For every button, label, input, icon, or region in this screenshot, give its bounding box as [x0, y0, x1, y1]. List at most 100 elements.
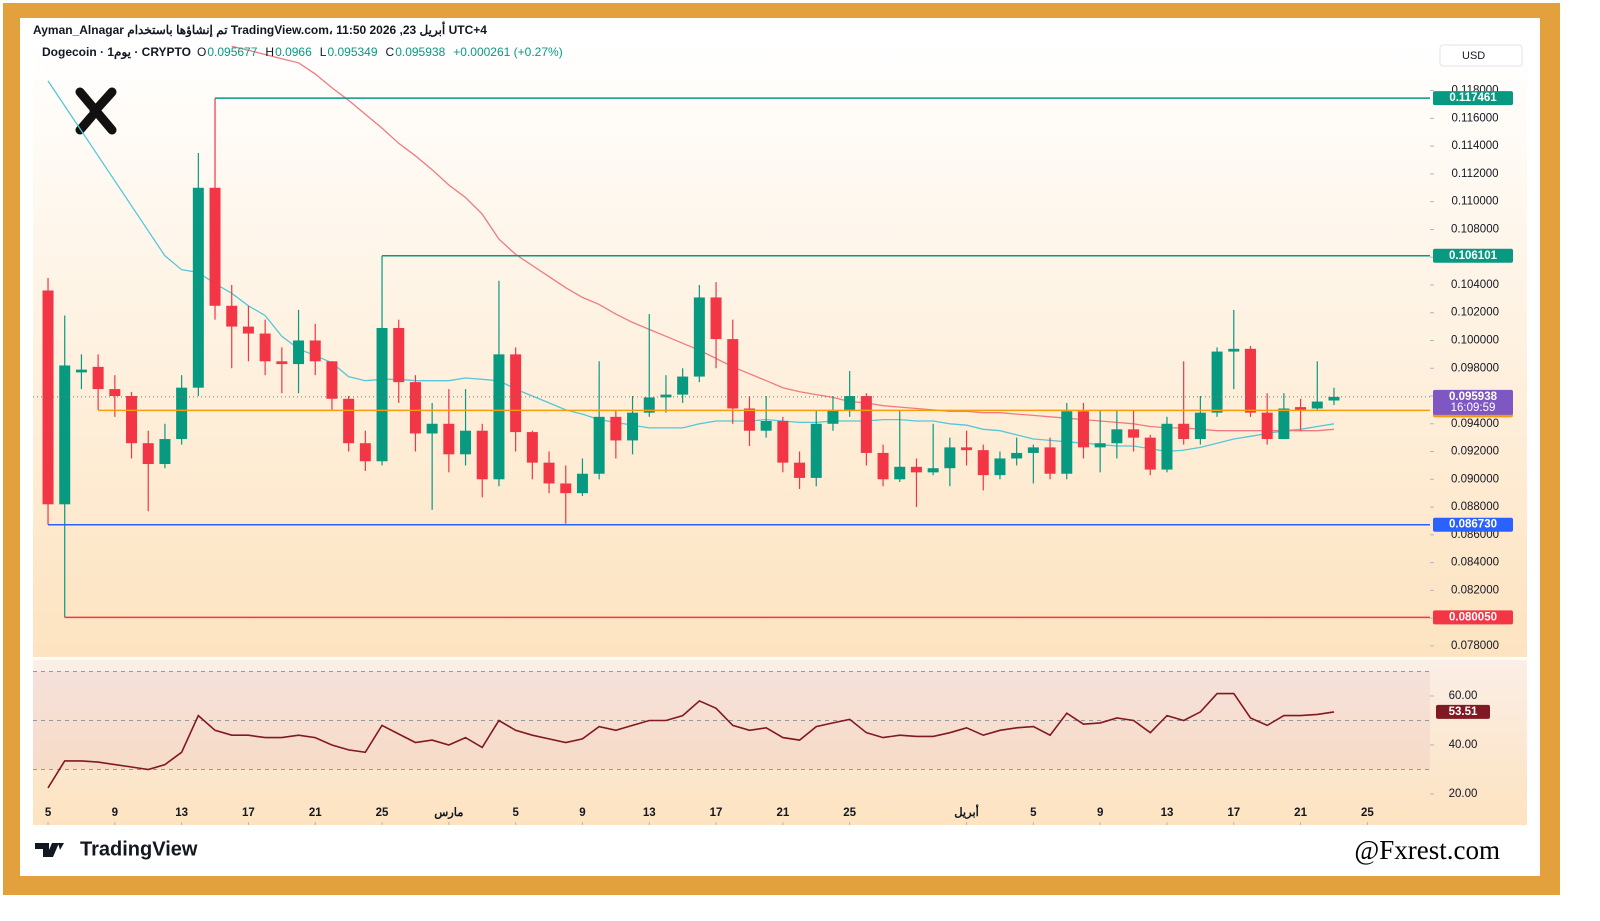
y-tick-label: 0.094000 — [1451, 418, 1499, 430]
candle-body — [409, 382, 421, 434]
candle-body — [1144, 437, 1156, 470]
candle-body — [526, 432, 538, 463]
candle-body — [42, 290, 54, 505]
level-tag-label: 0.117461 — [1449, 92, 1497, 104]
x-tick-label: 5 — [512, 807, 519, 819]
x-tick-label: 25 — [843, 807, 856, 819]
y-tick-label: 0.086000 — [1451, 529, 1499, 541]
candle-body — [126, 396, 138, 444]
candle-body — [860, 396, 872, 453]
moving-average — [231, 45, 1335, 432]
candle-body — [627, 412, 639, 441]
x-tick-label: 5 — [1030, 807, 1037, 819]
candle-body — [693, 297, 705, 377]
candle-body — [727, 339, 739, 409]
x-tick-label: 13 — [643, 807, 656, 819]
x-logo — [75, 87, 117, 135]
candle-body — [343, 398, 355, 444]
candle-body — [426, 423, 438, 434]
ohlc-label: C — [386, 45, 395, 59]
candle-body — [1295, 407, 1307, 410]
candle-body — [393, 327, 405, 383]
candle-body — [560, 483, 572, 494]
candle-body — [1328, 396, 1340, 401]
tv-logo — [35, 843, 64, 857]
ohlc-value: 0.095938 — [395, 45, 445, 59]
level-tag — [1433, 517, 1513, 532]
candle-body — [460, 430, 472, 455]
candle-body — [877, 452, 889, 480]
candle-body — [944, 447, 956, 469]
candle-body — [994, 458, 1006, 476]
countdown: 16:09:59 — [1451, 402, 1496, 414]
candle-body — [894, 466, 906, 480]
level-tag-label: 0.106101 — [1449, 250, 1498, 262]
level-tag-label: 0.080050 — [1449, 611, 1497, 623]
x-tick-label: 21 — [776, 807, 789, 819]
last-tag — [1433, 389, 1513, 415]
candle-body — [309, 340, 321, 362]
ohlc-value: 0.095677 — [207, 45, 257, 59]
candle-body — [376, 327, 388, 462]
x-tick-label: 13 — [1161, 807, 1174, 819]
y-tick-label: 0.104000 — [1451, 279, 1499, 291]
candle-body — [810, 423, 822, 478]
main-pane — [33, 42, 1527, 657]
x-tick-label: أبريل — [954, 804, 979, 820]
candle-body — [977, 450, 989, 476]
watermark: @Fxrest.com — [1354, 835, 1500, 865]
y-tick-label: 40.00 — [1449, 739, 1478, 751]
y-tick-label: 0.084000 — [1451, 557, 1499, 569]
rsi-tag-label: 53.51 — [1449, 706, 1478, 718]
x-tick-label: 17 — [242, 807, 255, 819]
x-tick-label: 9 — [579, 807, 585, 819]
candle-body — [1211, 351, 1223, 413]
currency: USD — [1462, 50, 1485, 62]
candle-body — [961, 447, 973, 451]
candle-body — [643, 397, 655, 413]
candle-body — [192, 187, 204, 388]
ohlc-label: O — [197, 45, 206, 59]
candle-body — [844, 396, 856, 410]
candle-body — [293, 340, 305, 365]
candle-body — [493, 354, 505, 480]
brand: TradingView — [80, 838, 198, 860]
candle-body — [710, 297, 722, 340]
x-tick-label: 21 — [1294, 807, 1307, 819]
candle-body — [743, 408, 755, 431]
candle-body — [1111, 429, 1123, 444]
level-tag — [1433, 91, 1513, 106]
candle-body — [777, 420, 789, 463]
candle-body — [660, 394, 672, 398]
candle-body — [1077, 411, 1089, 448]
x-tick-label: 25 — [1361, 807, 1374, 819]
candle-body — [226, 305, 238, 327]
y-tick-label: 0.100000 — [1451, 335, 1499, 347]
y-tick-label: 0.112000 — [1451, 168, 1498, 180]
level-tag — [1433, 248, 1513, 263]
candle-body — [1027, 447, 1039, 453]
y-tick-label: 20.00 — [1449, 788, 1478, 800]
y-tick-label: 0.108000 — [1451, 223, 1499, 235]
candle-body — [593, 416, 605, 474]
candle-body — [92, 366, 104, 390]
y-tick-label: 0.114000 — [1451, 140, 1498, 152]
candle-body — [927, 468, 939, 473]
y-tick-label: 0.110000 — [1451, 196, 1498, 208]
candle-body — [576, 473, 588, 494]
y-tick-label: 0.098000 — [1451, 362, 1499, 374]
candle-body — [109, 389, 121, 397]
level-tag — [1433, 610, 1513, 625]
x-tick-label: 21 — [309, 807, 322, 819]
y-tick-label: 0.092000 — [1451, 446, 1499, 458]
candle-body — [1094, 443, 1106, 448]
candle-body — [1244, 348, 1256, 413]
candle-body — [1011, 452, 1023, 459]
candle-body — [1261, 412, 1273, 440]
candle-body — [1128, 429, 1140, 438]
y-tick-label: 0.078000 — [1451, 640, 1499, 652]
candle-body — [176, 387, 188, 440]
currency-box[interactable] — [1439, 44, 1523, 67]
y-tick-label: 0.090000 — [1451, 473, 1499, 485]
